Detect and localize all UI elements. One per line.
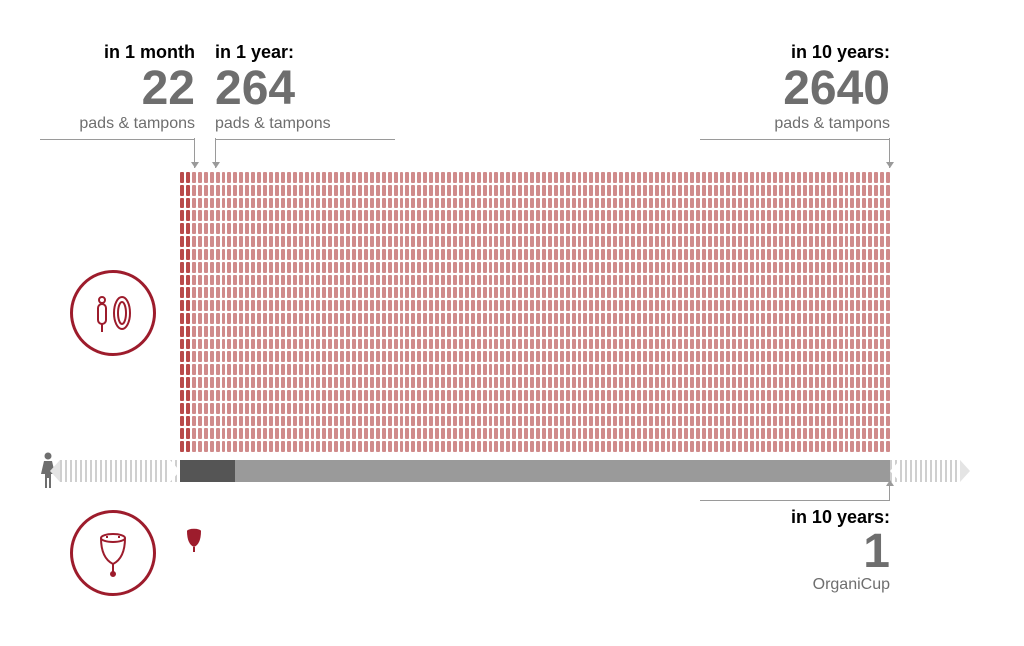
- unit-label: OrganiCup: [700, 576, 890, 594]
- timeline-segment-month: [180, 460, 235, 482]
- mini-cup-icon: [185, 528, 203, 554]
- callout-ten-years: in 10 years: 2640 pads & tampons: [700, 42, 890, 140]
- unit-label: pads & tampons: [215, 115, 395, 140]
- timeline-bar: [60, 460, 960, 482]
- value-label: 1: [700, 528, 890, 576]
- period-label: in 1 year:: [215, 42, 395, 63]
- pointer-arrow: [889, 480, 890, 500]
- timeline-notch-right: [890, 460, 900, 482]
- value-label: 264: [215, 65, 395, 113]
- timeline-hatch-left: [60, 460, 180, 482]
- value-label: 2640: [700, 65, 890, 113]
- timeline-hatch-right: [890, 460, 960, 482]
- menstrual-cup-icon: [70, 510, 156, 596]
- value-label: 22: [40, 65, 195, 113]
- unit-label: pads & tampons: [40, 115, 195, 140]
- callout-one-year: in 1 year: 264 pads & tampons: [215, 42, 395, 140]
- pads-tampons-icon: [70, 270, 156, 356]
- pointer-arrow: [889, 138, 890, 168]
- period-label: in 10 years:: [700, 500, 890, 528]
- timeline-notch-left: [170, 460, 180, 482]
- callout-organicup: in 10 years: 1 OrganiCup: [700, 500, 890, 594]
- unit-label: pads & tampons: [700, 115, 890, 140]
- timeline-segment-years: [235, 460, 890, 482]
- callout-one-month: in 1 month 22 pads & tampons: [40, 42, 195, 140]
- period-label: in 1 month: [40, 42, 195, 63]
- period-label: in 10 years:: [700, 42, 890, 63]
- pads-tampons-dotfield: [180, 172, 890, 452]
- pointer-arrow: [215, 138, 216, 168]
- pointer-arrow: [194, 138, 195, 168]
